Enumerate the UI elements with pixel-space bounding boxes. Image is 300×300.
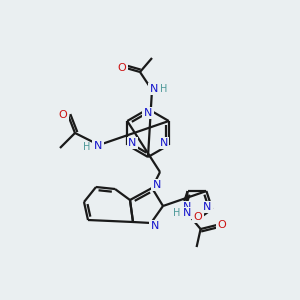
Text: N: N	[144, 108, 152, 118]
Text: H: H	[83, 142, 91, 152]
Text: O: O	[194, 212, 202, 222]
Text: N: N	[182, 208, 191, 218]
Text: N: N	[160, 138, 168, 148]
Text: O: O	[217, 220, 226, 230]
Text: N: N	[153, 180, 161, 190]
Text: N: N	[128, 138, 136, 148]
Text: O: O	[118, 63, 126, 73]
Text: N: N	[94, 141, 102, 151]
Text: N: N	[150, 84, 158, 94]
Text: N: N	[183, 202, 191, 212]
Text: N: N	[151, 221, 159, 231]
Text: H: H	[160, 84, 168, 94]
Text: N: N	[203, 202, 212, 212]
Text: H: H	[173, 208, 180, 218]
Text: O: O	[58, 110, 68, 120]
